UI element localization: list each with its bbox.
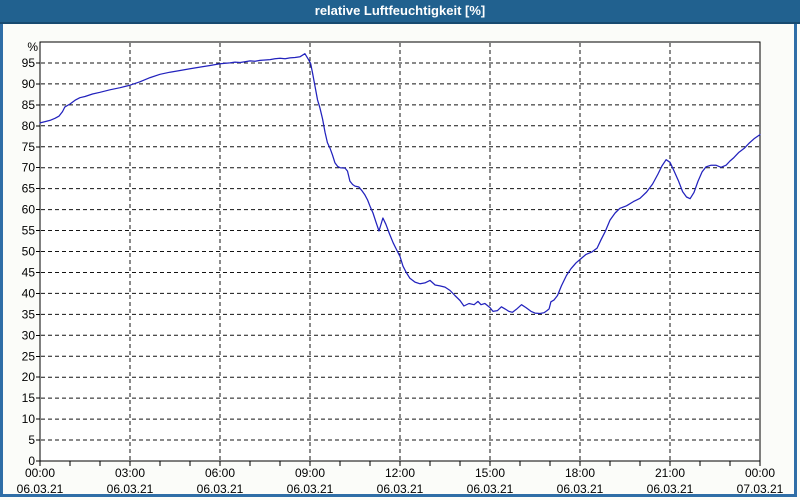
y-tick-label: 60	[22, 203, 36, 217]
y-tick-label: 85	[22, 98, 36, 112]
x-tick-time-label: 06:00	[205, 466, 235, 480]
x-tick-time-label: 09:00	[295, 466, 325, 480]
x-tick-date-label: 06.03.21	[107, 482, 154, 496]
x-tick-date-label: 06.03.21	[287, 482, 334, 496]
x-tick-date-label: 06.03.21	[377, 482, 424, 496]
y-tick-label: 0	[28, 454, 35, 468]
y-tick-label: 45	[22, 265, 36, 279]
y-tick-label: 90	[22, 77, 36, 91]
y-tick-label: 80	[22, 119, 36, 133]
y-tick-label: 5	[28, 433, 35, 447]
x-tick-time-label: 15:00	[475, 466, 505, 480]
y-tick-label: 20	[22, 370, 36, 384]
x-tick-time-label: 12:00	[385, 466, 415, 480]
x-tick-date-label: 06.03.21	[17, 482, 64, 496]
window-border-bottom	[0, 494, 797, 497]
window-title: relative Luftfeuchtigkeit [%]	[314, 3, 486, 18]
window-border-left	[0, 24, 3, 497]
y-tick-label: 30	[22, 328, 36, 342]
window-border-right	[794, 24, 797, 497]
x-tick-time-label: 00:00	[745, 466, 775, 480]
x-tick-date-label: 06.03.21	[197, 482, 244, 496]
x-tick-date-label: 07.03.21	[737, 482, 784, 496]
x-tick-date-label: 06.03.21	[467, 482, 514, 496]
titlebar[interactable]: relative Luftfeuchtigkeit [%]	[0, 0, 800, 24]
y-axis-unit-label: %	[27, 40, 38, 54]
y-tick-label: 70	[22, 161, 36, 175]
y-tick-label: 35	[22, 307, 36, 321]
x-tick-time-label: 03:00	[115, 466, 145, 480]
x-tick-time-label: 18:00	[565, 466, 595, 480]
y-tick-label: 55	[22, 224, 36, 238]
x-tick-time-label: 21:00	[655, 466, 685, 480]
y-tick-label: 75	[22, 140, 36, 154]
y-tick-label: 95	[22, 56, 36, 70]
y-tick-label: 10	[22, 412, 36, 426]
y-tick-label: 25	[22, 349, 36, 363]
x-tick-date-label: 06.03.21	[557, 482, 604, 496]
y-tick-label: 15	[22, 391, 36, 405]
y-tick-label: 40	[22, 286, 36, 300]
x-tick-date-label: 06.03.21	[647, 482, 694, 496]
humidity-data-line	[39, 53, 761, 315]
y-tick-label: 65	[22, 182, 36, 196]
y-tick-label: 50	[22, 245, 36, 259]
x-tick-time-label: 00:00	[25, 466, 55, 480]
